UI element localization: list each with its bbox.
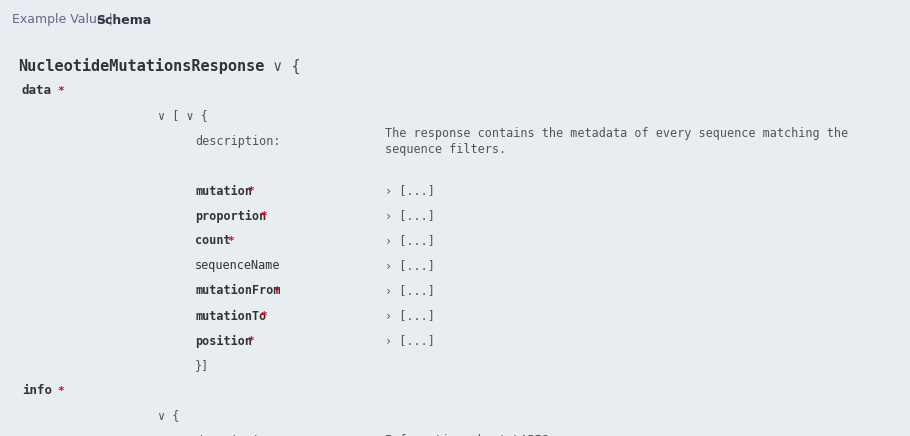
Text: Example Value |: Example Value |: [12, 14, 116, 27]
Text: ∨ [ ∨ {: ∨ [ ∨ {: [158, 109, 207, 123]
Text: Schema: Schema: [96, 14, 151, 27]
Text: › [...]: › [...]: [385, 310, 435, 323]
Text: sequenceName: sequenceName: [195, 259, 280, 272]
Text: *: *: [247, 336, 254, 346]
Text: › [...]: › [...]: [385, 210, 435, 222]
Text: › [...]: › [...]: [385, 184, 435, 198]
Text: *: *: [260, 211, 267, 221]
Text: *: *: [260, 311, 267, 321]
Text: *: *: [273, 286, 279, 296]
Text: }]: }]: [195, 360, 209, 372]
Text: › [...]: › [...]: [385, 334, 435, 347]
Text: *: *: [247, 186, 254, 196]
Text: NucleotideMutationsResponse: NucleotideMutationsResponse: [18, 58, 265, 74]
Text: proportion: proportion: [195, 209, 267, 222]
Text: › [...]: › [...]: [385, 235, 435, 248]
Text: ∨ {: ∨ {: [264, 58, 300, 74]
Text: mutation: mutation: [195, 184, 252, 198]
Text: ∨ {: ∨ {: [158, 409, 179, 422]
Text: position: position: [195, 334, 252, 347]
Text: description:: description:: [195, 435, 280, 436]
Text: *: *: [57, 86, 64, 96]
Text: sequence filters.: sequence filters.: [385, 143, 506, 156]
Text: count: count: [195, 235, 230, 248]
Text: info: info: [22, 385, 52, 398]
Text: The response contains the metadata of every sequence matching the: The response contains the metadata of ev…: [385, 126, 848, 140]
Text: › [...]: › [...]: [385, 285, 435, 297]
Text: description:: description:: [195, 134, 280, 147]
Text: Information about LAPIS.: Information about LAPIS.: [385, 435, 556, 436]
Text: data: data: [22, 85, 52, 98]
Text: mutationFrom: mutationFrom: [195, 285, 280, 297]
Text: › [...]: › [...]: [385, 259, 435, 272]
Text: mutationTo: mutationTo: [195, 310, 267, 323]
Text: *: *: [228, 236, 234, 246]
Text: *: *: [57, 386, 64, 396]
